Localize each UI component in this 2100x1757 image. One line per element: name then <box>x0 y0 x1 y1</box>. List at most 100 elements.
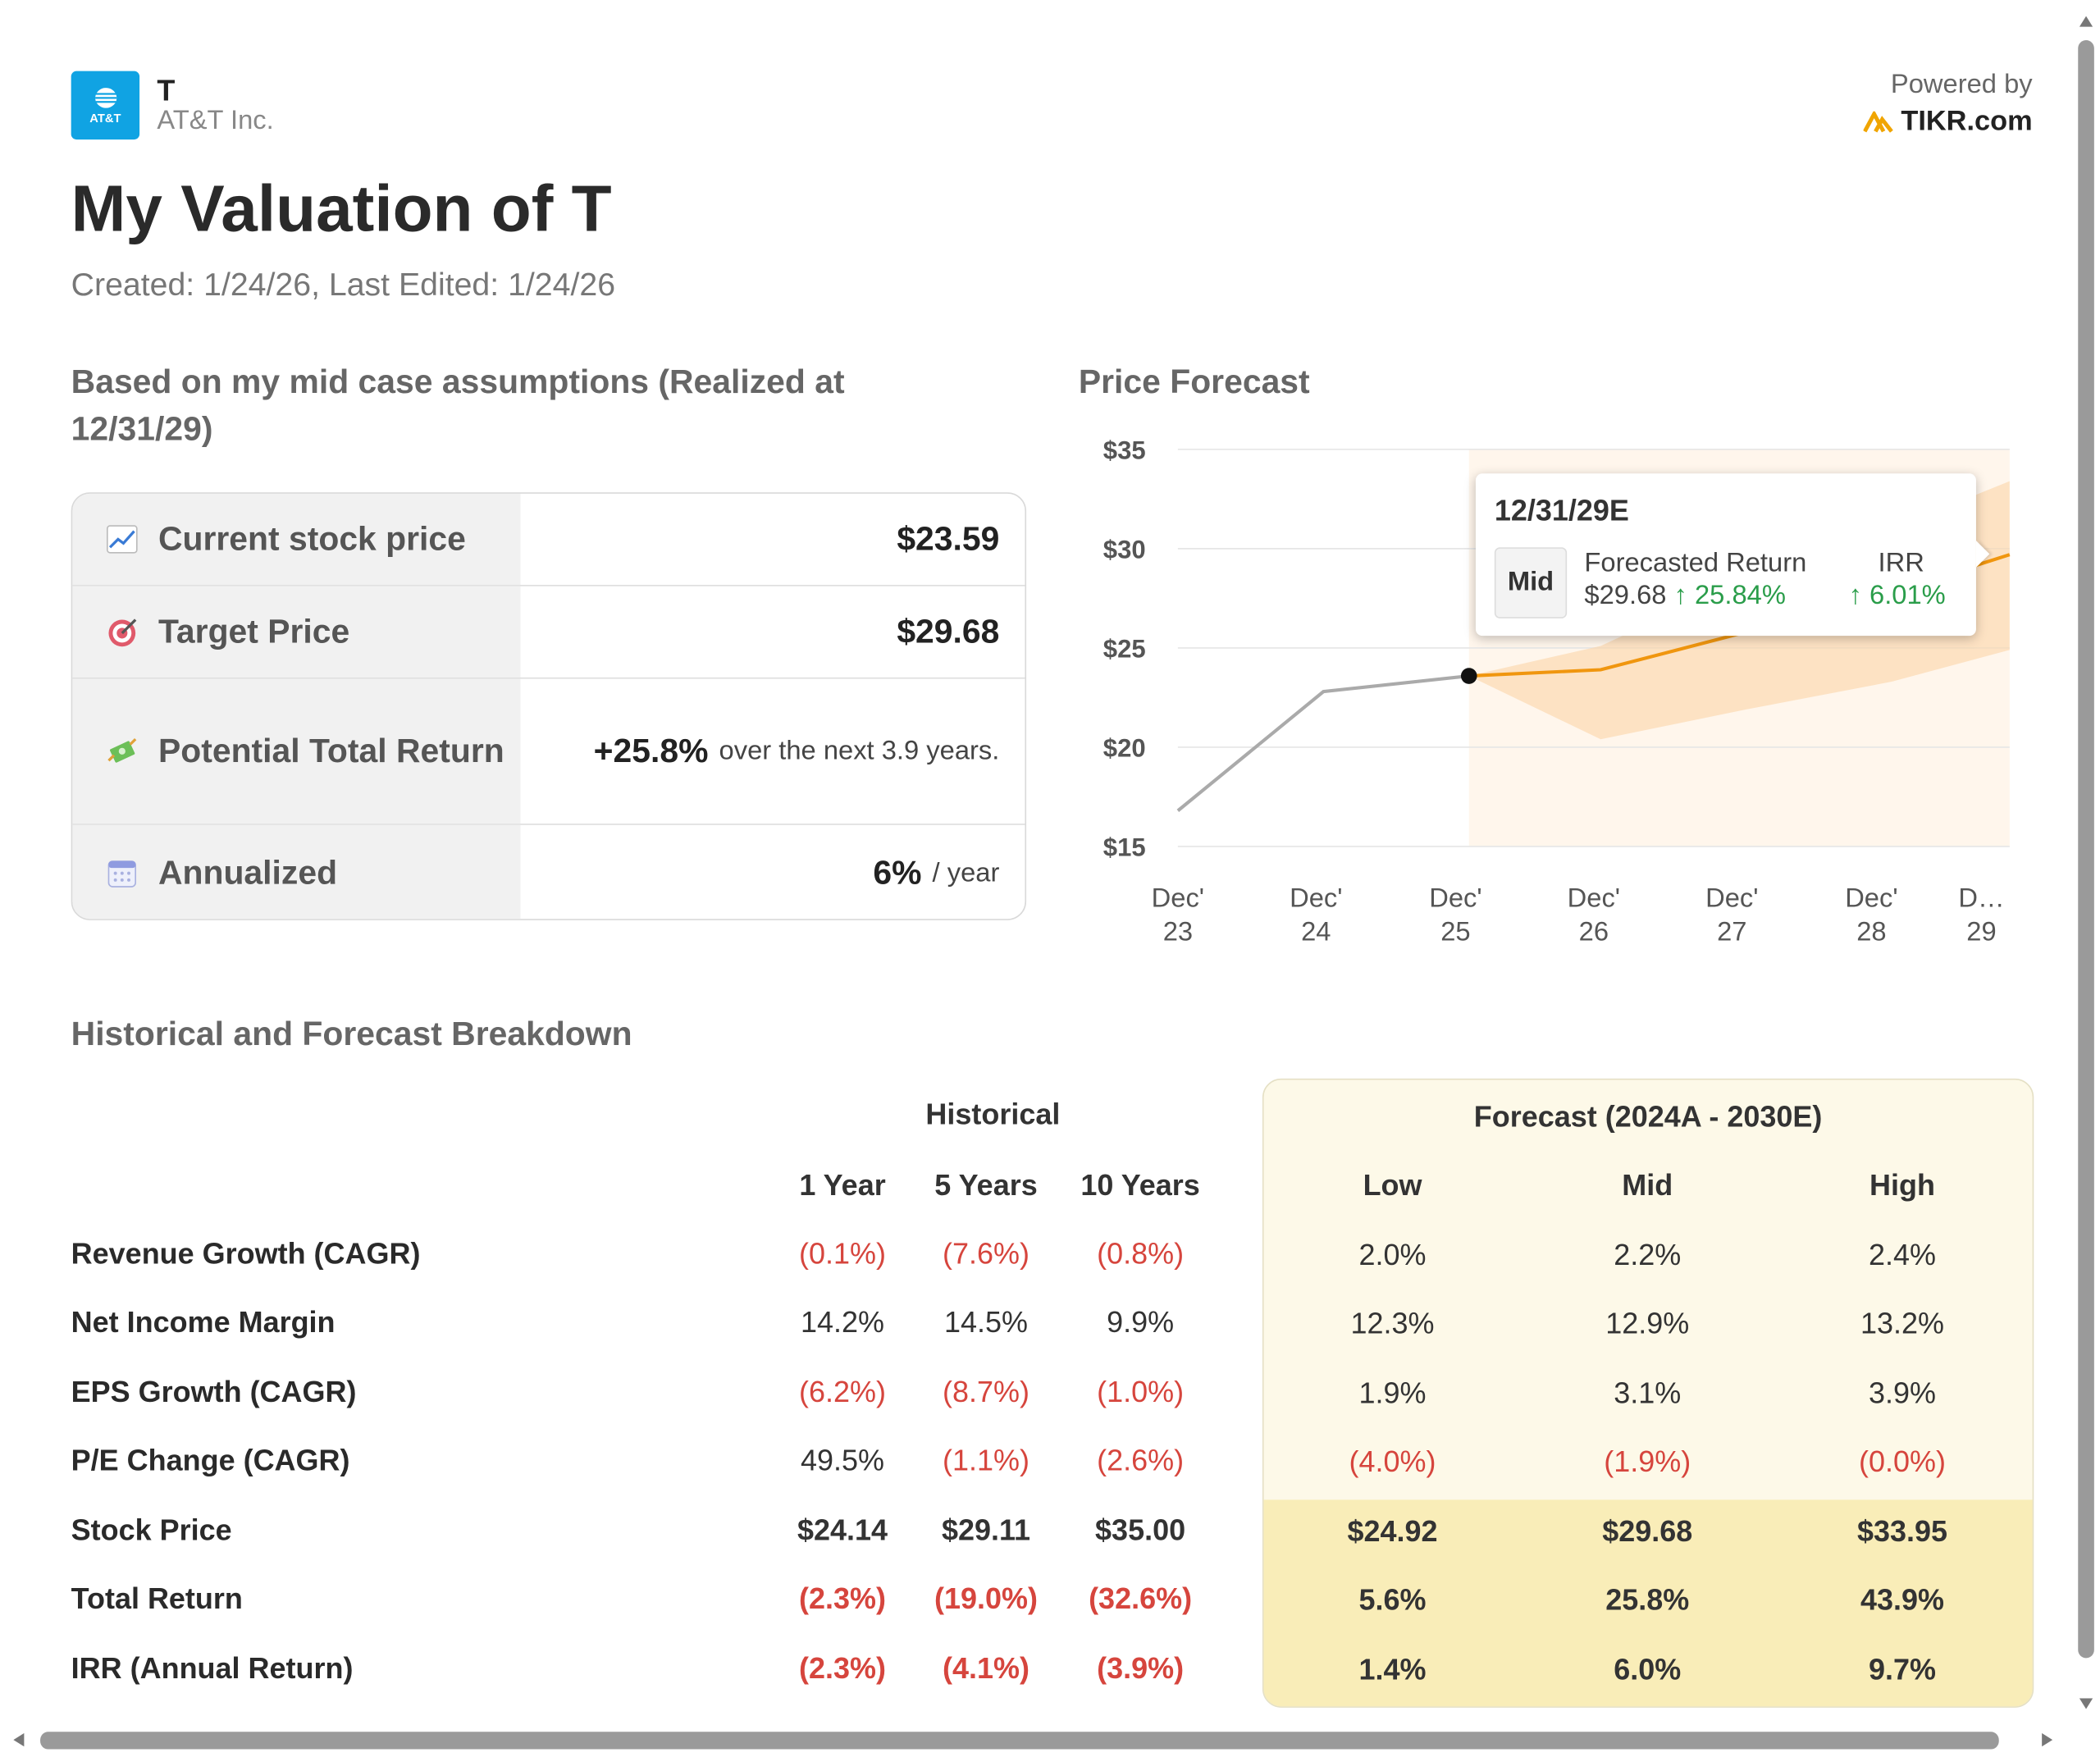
table-cell: 25.8% <box>1605 1582 1690 1617</box>
table-cell: (0.0%) <box>1859 1444 1946 1479</box>
powered-by[interactable]: Powered by TIKR.com <box>1863 70 2033 138</box>
horizontal-scrollbar-thumb[interactable] <box>40 1732 1999 1750</box>
summary-value: +25.8% <box>593 732 709 769</box>
table-cell: 2.4% <box>1868 1238 1937 1272</box>
forecast-highlight-band <box>1263 1499 2033 1707</box>
logo-text: AT&T <box>89 110 121 125</box>
row-label: EPS Growth (CAGR) <box>71 1375 357 1409</box>
chart-increasing-icon <box>107 525 138 554</box>
x-tick-label: 24 <box>1301 915 1331 946</box>
tooltip-return-label: Forecasted Return <box>1584 548 1807 578</box>
table-cell: (2.6%) <box>1097 1443 1185 1477</box>
scroll-right-arrow-icon[interactable] <box>2042 1732 2053 1747</box>
table-cell: 12.9% <box>1605 1306 1690 1340</box>
x-tick-label: Dec' <box>1429 883 1481 913</box>
table-cell: 3.9% <box>1868 1376 1937 1410</box>
table-cell: (0.1%) <box>799 1236 887 1271</box>
table-cell: (2.3%) <box>799 1581 887 1616</box>
x-tick-label: Dec' <box>1845 883 1897 913</box>
table-cell: (8.7%) <box>943 1375 1029 1409</box>
table-cell: (1.1%) <box>943 1443 1029 1477</box>
att-logo: AT&T <box>71 71 140 140</box>
scroll-up-arrow-icon[interactable] <box>2079 16 2093 27</box>
table-cell: 14.2% <box>801 1305 885 1339</box>
summary-heading: Based on my mid case assumptions (Realiz… <box>71 363 845 449</box>
table-cell: 12.3% <box>1350 1306 1435 1340</box>
row-label: IRR (Annual Return) <box>71 1651 354 1686</box>
table-cell: 13.2% <box>1860 1306 1945 1340</box>
tooltip-pointer <box>1975 541 1990 568</box>
table-cell: 9.7% <box>1868 1652 1937 1686</box>
tikr-brand[interactable]: TIKR.com <box>1863 106 2033 138</box>
current-price-point <box>1460 668 1477 684</box>
table-cell: 1.9% <box>1358 1376 1427 1410</box>
row-label: Net Income Margin <box>71 1305 336 1339</box>
table-cell: (1.0%) <box>1097 1375 1185 1409</box>
table-cell: (1.9%) <box>1604 1444 1691 1479</box>
table-cell: $29.11 <box>941 1513 1031 1547</box>
forecast-panel <box>1262 1078 2034 1708</box>
x-tick-label: 26 <box>1579 915 1609 946</box>
summary-label: Potential Total Return <box>158 732 504 769</box>
column-header: High <box>1869 1168 1935 1203</box>
x-tick-label: Dec' <box>1290 883 1342 913</box>
row-label: Stock Price <box>71 1513 232 1547</box>
tikr-logo-icon <box>1863 111 1893 133</box>
historical-price-line <box>1176 673 1469 812</box>
y-tick-label: $25 <box>1103 634 1146 663</box>
tooltip-return-value: ↑ 25.84% <box>1673 581 1786 611</box>
chart-heading: Price Forecast <box>1078 363 1310 401</box>
y-tick-label: $15 <box>1103 833 1146 861</box>
column-header: 1 Year <box>799 1168 886 1203</box>
table-cell: $24.92 <box>1347 1514 1438 1549</box>
table-cell: $24.14 <box>797 1513 888 1547</box>
vertical-scrollbar-thumb[interactable] <box>2078 40 2094 1659</box>
x-tick-label: 25 <box>1440 915 1470 946</box>
summary-suffix: over the next 3.9 years. <box>719 736 1000 765</box>
scroll-left-arrow-icon[interactable] <box>13 1732 25 1747</box>
column-header: 10 Years <box>1080 1168 1200 1203</box>
row-label: Revenue Growth (CAGR) <box>71 1236 421 1271</box>
tooltip-case-badge: Mid <box>1494 547 1568 618</box>
table-cell: (19.0%) <box>934 1581 1039 1616</box>
page-title: My Valuation of T <box>71 172 612 246</box>
column-header: Low <box>1363 1168 1422 1203</box>
table-cell: 5.6% <box>1358 1582 1427 1617</box>
y-tick-label: $35 <box>1103 436 1146 464</box>
table-cell: (6.2%) <box>799 1375 887 1409</box>
table-cell: (32.6%) <box>1089 1581 1193 1616</box>
summary-value: 6% <box>873 853 922 892</box>
powered-by-label: Powered by <box>1890 70 2033 100</box>
table-cell: (4.0%) <box>1349 1444 1436 1479</box>
row-label: Total Return <box>71 1581 243 1616</box>
tooltip-irr-value: ↑ 6.01% <box>1848 581 1946 611</box>
tooltip-irr-label: IRR <box>1878 548 1924 578</box>
table-cell: (3.9%) <box>1097 1651 1185 1686</box>
scroll-down-arrow-icon[interactable] <box>2079 1698 2093 1709</box>
chart-tooltip: 12/31/29E Mid Forecasted Return $29.68 ↑… <box>1475 473 1990 637</box>
x-tick-label: 29 <box>1966 915 1996 946</box>
x-tick-label: D… <box>1958 883 2004 913</box>
y-tick-label: $30 <box>1103 535 1146 564</box>
target-icon <box>108 618 137 647</box>
table-cell: 2.0% <box>1358 1238 1427 1272</box>
table-cell: (4.1%) <box>943 1651 1029 1686</box>
summary-row-current-price: Current stock price $23.59 <box>72 493 1025 586</box>
table-cell: (7.6%) <box>943 1236 1029 1271</box>
x-tick-label: 27 <box>1717 915 1746 946</box>
x-tick-label: 28 <box>1856 915 1886 946</box>
table-cell: (2.3%) <box>799 1651 887 1686</box>
created-date: Created: 1/24/26, Last Edited: 1/24/26 <box>71 267 616 303</box>
table-cell: 6.0% <box>1614 1652 1682 1686</box>
forecast-header: Forecast (2024A - 2030E) <box>1473 1100 1823 1134</box>
y-tick-label: $20 <box>1103 733 1146 762</box>
x-tick-label: 23 <box>1163 915 1193 946</box>
tooltip-date: 12/31/29E <box>1494 493 1629 527</box>
table-cell: 9.9% <box>1107 1305 1175 1339</box>
table-cell: $29.68 <box>1602 1514 1693 1549</box>
breakdown-heading: Historical and Forecast Breakdown <box>71 1015 632 1053</box>
summary-label: Current stock price <box>158 519 466 558</box>
calendar-icon <box>107 860 136 888</box>
column-header: Mid <box>1622 1168 1673 1203</box>
